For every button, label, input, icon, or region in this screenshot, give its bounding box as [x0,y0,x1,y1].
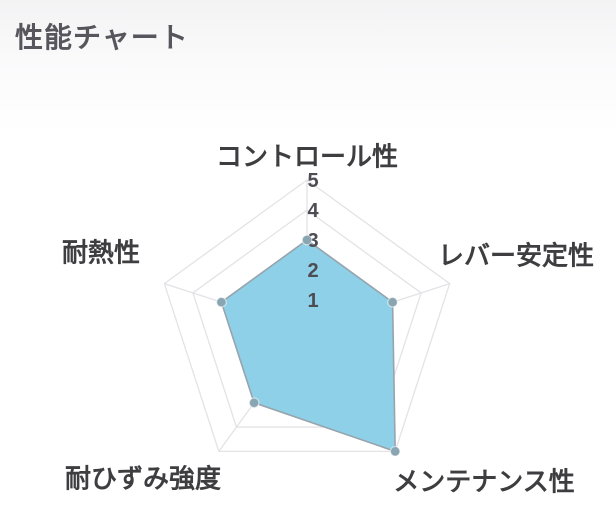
tick-label: 5 [307,170,318,192]
grid-ring [163,179,451,453]
tick-label: 1 [307,290,318,312]
tick-label: 4 [307,200,319,222]
tick-label: 3 [307,230,318,252]
data-polygon [220,239,396,453]
axis-label-5: 耐熱性 [61,237,141,268]
axis-label-2: レバー安定性 [437,240,595,271]
data-point-marker [216,296,227,308]
axis-label-1: コントロール性 [215,141,399,172]
tick-label: 2 [307,260,318,282]
axis-label-4: 耐ひずみ強度 [64,463,222,494]
page-title: 性能チャート [15,22,189,53]
data-point-marker [301,234,313,246]
axis-label-3: メンテナンス性 [393,466,575,497]
data-point-marker [387,296,398,308]
grid-ring [192,209,422,428]
data-point-marker [248,397,260,409]
data-point-marker [389,445,401,457]
